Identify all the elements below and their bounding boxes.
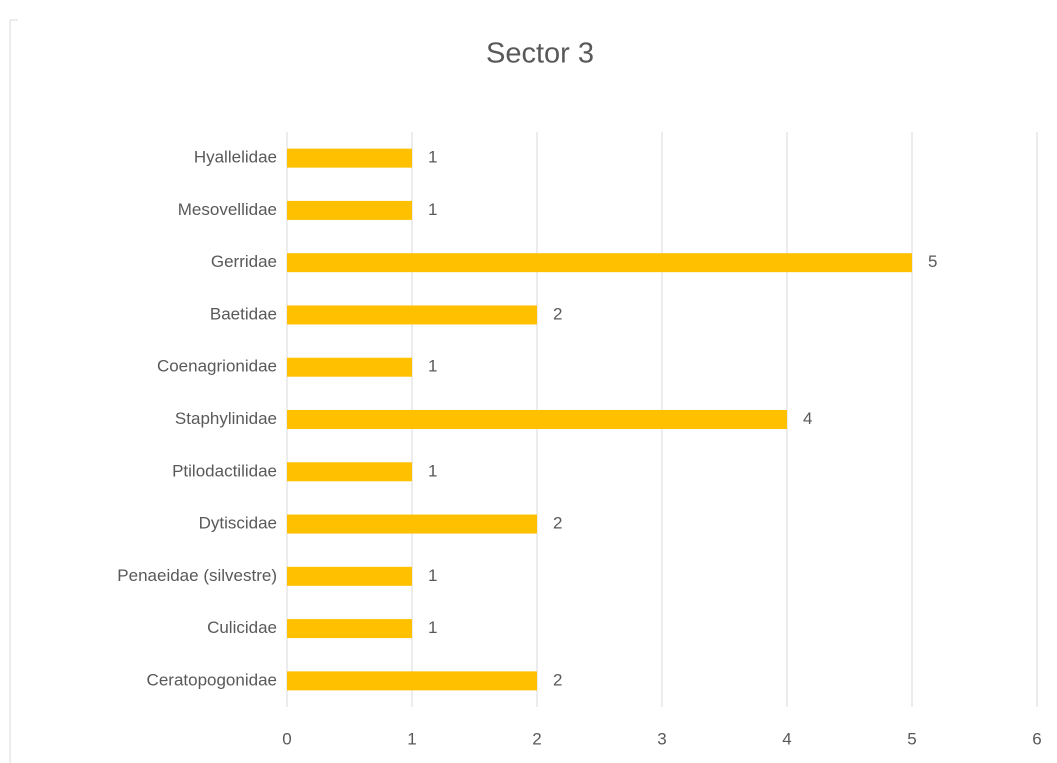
y-tick-label: Mesovellidae <box>178 200 277 219</box>
data-label: 1 <box>428 357 437 376</box>
bar <box>287 410 787 429</box>
bar <box>287 200 412 220</box>
y-tick-label: Gerridae <box>211 252 277 271</box>
bar <box>287 566 412 586</box>
y-tick-label: Coenagrionidae <box>157 357 277 376</box>
data-label: 2 <box>553 514 562 533</box>
data-label: 5 <box>928 252 937 271</box>
bar <box>287 462 412 482</box>
y-tick-label: Dytiscidae <box>199 514 277 533</box>
x-tick-label: 3 <box>657 729 666 748</box>
bar <box>287 514 537 534</box>
x-tick-label: 6 <box>1032 729 1041 748</box>
data-label: 4 <box>803 409 812 428</box>
x-tick-label: 2 <box>532 729 541 748</box>
chart-border <box>9 19 18 763</box>
data-label: 2 <box>553 304 562 323</box>
y-tick-label: Penaeidae (silvestre) <box>117 566 277 585</box>
data-label: 1 <box>428 566 437 585</box>
chart-title: Sector 3 <box>486 38 594 70</box>
y-tick-label: Staphylinidae <box>175 409 277 428</box>
x-tick-label: 5 <box>907 729 916 748</box>
data-label: 1 <box>428 618 437 637</box>
y-tick-label: Baetidae <box>210 304 277 323</box>
bar <box>287 671 537 691</box>
x-tick-label: 0 <box>282 729 291 748</box>
bar <box>287 305 537 325</box>
y-tick-label: Ptilodactilidae <box>172 461 277 480</box>
bar <box>287 619 412 639</box>
bar <box>287 148 412 168</box>
y-tick-label: Ceratopogonidae <box>147 670 277 689</box>
x-tick-label: 1 <box>407 729 416 748</box>
data-label: 1 <box>428 461 437 480</box>
data-label: 1 <box>428 148 437 167</box>
y-tick-label: Hyallelidae <box>194 148 277 167</box>
bar <box>287 357 412 377</box>
x-tick-label: 4 <box>782 729 791 748</box>
bar <box>287 253 912 273</box>
data-label: 1 <box>428 200 437 219</box>
data-label: 2 <box>553 670 562 689</box>
y-tick-label: Culicidae <box>207 618 277 637</box>
